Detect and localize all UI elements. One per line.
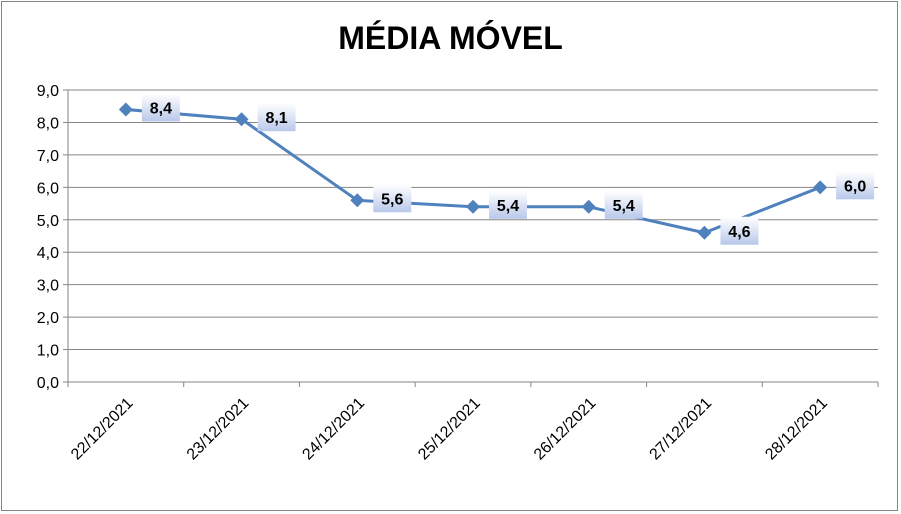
data-point (118, 102, 133, 117)
data-point (350, 193, 365, 208)
data-point (697, 225, 712, 240)
data-label: 5,6 (381, 191, 403, 208)
y-tick-label: 4,0 (37, 245, 59, 262)
y-tick-label: 1,0 (37, 343, 59, 360)
data-label: 4,6 (728, 224, 750, 241)
data-label-box (720, 216, 759, 245)
y-tick-label: 2,0 (37, 310, 59, 327)
x-tick-label: 27/12/2021 (647, 395, 716, 464)
x-tick-label: 26/12/2021 (531, 395, 600, 464)
x-tick-label: 23/12/2021 (184, 395, 253, 464)
data-label: 8,4 (150, 100, 172, 117)
data-label-box (489, 190, 527, 219)
data-label-box (141, 93, 180, 122)
data-label-box (257, 103, 296, 132)
x-tick-label: 25/12/2021 (415, 395, 484, 464)
data-label-box (604, 190, 643, 219)
x-tick-label: 22/12/2021 (68, 395, 137, 464)
data-point (581, 199, 596, 214)
data-label: 6,0 (844, 178, 866, 195)
x-tick-label: 28/12/2021 (762, 395, 831, 464)
data-label: 5,4 (497, 198, 519, 215)
y-tick-label: 5,0 (37, 213, 59, 230)
y-tick-label: 6,0 (37, 180, 59, 197)
chart-title: MÉDIA MÓVEL (338, 20, 563, 56)
y-tick-label: 8,0 (37, 115, 59, 132)
y-tick-label: 0,0 (37, 375, 59, 392)
data-label-box (836, 171, 875, 200)
data-label-box (373, 184, 412, 213)
data-label: 5,4 (613, 198, 635, 215)
data-point (466, 199, 480, 214)
y-tick-label: 3,0 (37, 278, 59, 295)
data-point (813, 180, 828, 195)
series-line (125, 107, 821, 235)
y-tick-label: 7,0 (37, 148, 59, 165)
data-label: 8,1 (265, 110, 287, 127)
x-tick-label: 24/12/2021 (299, 395, 368, 464)
y-tick-label: 9,0 (37, 83, 59, 100)
data-point (234, 112, 249, 127)
